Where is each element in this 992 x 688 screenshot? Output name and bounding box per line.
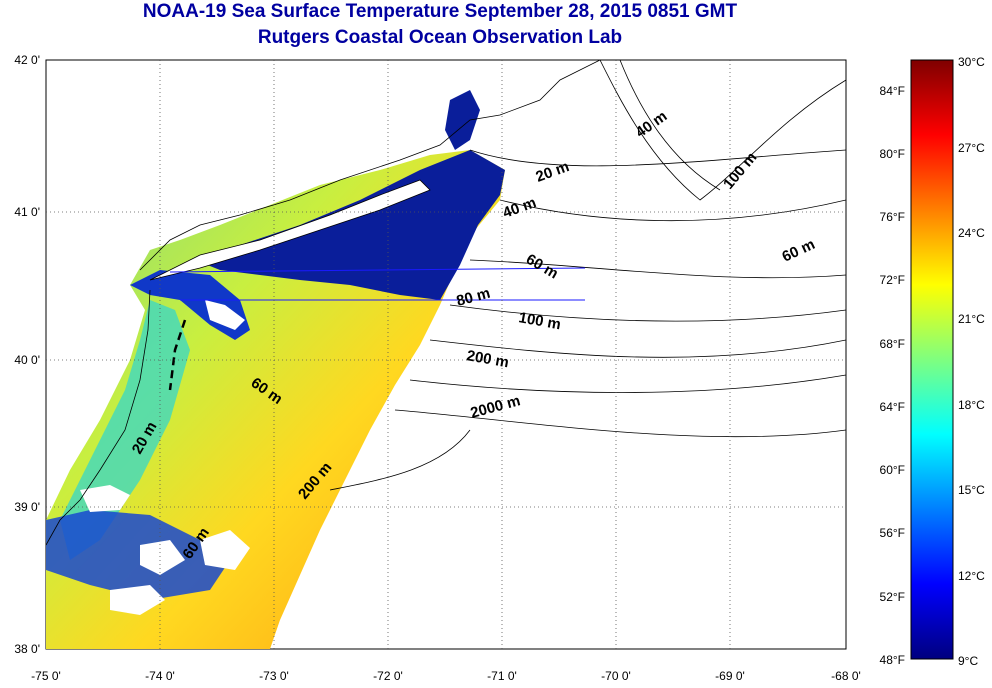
longitude-labels: -75 0' -74 0' -73 0' -72 0' -71 0' -70 0' -69 …	[31, 669, 861, 683]
lon-label: -69 0'	[715, 669, 745, 683]
lat-label: 38 0'	[14, 642, 40, 656]
graticule	[46, 60, 846, 649]
latitude-labels: 42 0' 41 0' 40 0' 39 0' 38 0'	[14, 53, 40, 656]
celsius-label: 21°C	[958, 312, 985, 326]
celsius-label: 9°C	[958, 654, 978, 668]
celsius-label: 24°C	[958, 226, 985, 240]
cold-water-bay	[445, 90, 480, 150]
lon-label: -73 0'	[259, 669, 289, 683]
lon-label: -71 0'	[487, 669, 517, 683]
fahrenheit-label: 52°F	[880, 590, 905, 604]
bathymetry-contours	[329, 60, 846, 491]
map-subtitle: Rutgers Coastal Ocean Observation Lab	[257, 27, 623, 48]
fahrenheit-label: 84°F	[880, 84, 905, 98]
lon-label: -70 0'	[601, 669, 631, 683]
lat-label: 39 0'	[14, 500, 40, 514]
lon-label: -74 0'	[145, 669, 175, 683]
cloud-gap	[80, 485, 130, 512]
coastline	[46, 289, 151, 546]
fahrenheit-label: 56°F	[880, 526, 905, 540]
cloud-gap	[110, 585, 165, 615]
celsius-label: 18°C	[958, 398, 985, 412]
fahrenheit-label: 80°F	[880, 147, 905, 161]
fahrenheit-label: 64°F	[880, 400, 905, 414]
cloud-gap	[200, 530, 250, 570]
cold-patch-south	[46, 510, 230, 600]
colorbar	[910, 59, 954, 660]
coastline	[139, 60, 601, 271]
lon-label: -68 0'	[831, 669, 861, 683]
celsius-label: 12°C	[958, 569, 985, 583]
lon-label: -75 0'	[31, 669, 61, 683]
fahrenheit-label: 72°F	[880, 273, 905, 287]
celsius-label: 27°C	[958, 141, 985, 155]
celsius-label: 30°C	[958, 55, 985, 69]
fahrenheit-label: 48°F	[880, 653, 905, 667]
map-title: NOAA-19 Sea Surface Temperature Septembe…	[142, 1, 738, 22]
fahrenheit-label: 76°F	[880, 210, 905, 224]
lat-label: 42 0'	[14, 53, 40, 67]
lon-label: -72 0'	[373, 669, 403, 683]
cloud-gap	[140, 540, 185, 575]
fahrenheit-label: 60°F	[880, 463, 905, 477]
transect-lines	[169, 267, 586, 301]
lat-label: 40 0'	[14, 353, 40, 367]
celsius-label: 15°C	[958, 483, 985, 497]
cloud-gap	[205, 300, 245, 330]
long-island	[149, 179, 431, 281]
fahrenheit-label: 68°F	[880, 337, 905, 351]
cold-water-region	[200, 150, 505, 300]
colorbar-celsius-labels: 30°C 27°C 24°C 21°C 18°C 15°C 12°C 9°C	[958, 55, 985, 668]
colorbar-fahrenheit-labels: 84°F 80°F 76°F 72°F 68°F 64°F 60°F 56°F 52°F 48°F	[880, 84, 905, 667]
lat-label: 41 0'	[14, 205, 40, 219]
dashed-route	[168, 319, 187, 391]
